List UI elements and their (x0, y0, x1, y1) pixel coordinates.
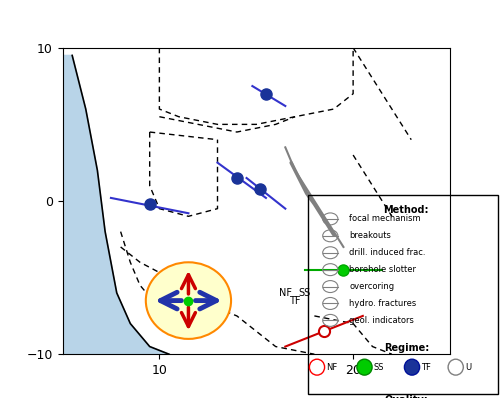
Ellipse shape (146, 262, 231, 339)
Text: Quality:: Quality: (384, 395, 428, 398)
Circle shape (310, 359, 324, 375)
Polygon shape (62, 48, 169, 354)
Text: SS: SS (298, 288, 311, 298)
Circle shape (448, 359, 464, 375)
Text: drill. induced frac.: drill. induced frac. (350, 248, 426, 257)
Text: U: U (465, 363, 471, 372)
Text: Method:: Method: (384, 205, 429, 215)
Circle shape (357, 359, 372, 375)
Circle shape (404, 359, 419, 375)
Text: borehole slotter: borehole slotter (350, 265, 416, 274)
Text: geol. indicators: geol. indicators (350, 316, 414, 325)
Text: TF: TF (289, 296, 301, 306)
Text: NF: NF (279, 288, 292, 298)
Text: focal mechanism: focal mechanism (350, 215, 421, 223)
Text: SS: SS (374, 363, 384, 372)
Text: hydro. fractures: hydro. fractures (350, 299, 416, 308)
Text: overcoring: overcoring (350, 282, 395, 291)
Text: NF: NF (326, 363, 338, 372)
Text: breakouts: breakouts (350, 231, 391, 240)
Text: Regime:: Regime: (384, 343, 429, 353)
Text: TF: TF (422, 363, 432, 372)
